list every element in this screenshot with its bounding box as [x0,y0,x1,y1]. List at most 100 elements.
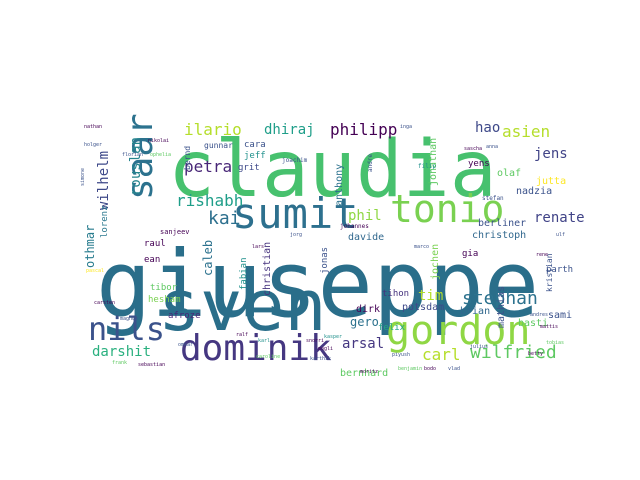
word-nils: nils [88,310,165,348]
word-cara: cara [244,140,266,150]
word-wilhelm: wilhelm [96,151,112,210]
word-giuseppe: giuseppe [96,231,539,338]
word-anna: anna [486,144,498,150]
word-ophelia: ophelia [150,152,171,158]
word-sumit: sumit [232,189,358,238]
word-inga: inga [400,124,412,130]
word-lars: lars [252,244,264,250]
word-andres: andres [530,312,548,318]
word-tihon: tihon [382,289,409,299]
word-sebastian: sebastian [138,362,165,368]
word-basti: basti [518,318,548,329]
word-dirk: dirk [356,304,380,315]
word-magnus: magnus [120,316,138,322]
word-olaf: olaf [497,168,521,179]
word-karthik: karthik [310,356,331,362]
word-ralf: ralf [236,332,248,338]
word-hao: hao [475,120,500,136]
word-bernd: bernd [183,146,192,170]
word-vlad: vlad [448,366,460,372]
word-anthony: anthony [334,164,345,206]
word-holger: holger [84,142,102,148]
word-stephan: stephan [462,288,538,309]
word-benjamin: benjamin [398,366,422,372]
word-marco: marco [414,244,429,250]
word-rene: rene [536,252,548,258]
word-gero: gero [350,315,379,329]
word-raul: raul [144,239,166,249]
word-potsdam: potsdam [402,302,444,313]
word-felix: felix [378,323,406,333]
word-fabian: fabian [239,257,249,290]
word-betty: betty [528,351,543,357]
word-arsal: arsal [342,336,384,352]
word-pascal: pascal [86,268,104,274]
word-omkar: omkar [178,342,193,348]
word-nikolai: nikolai [148,138,169,144]
word-brian: brian [460,306,490,317]
word-renate: renate [534,210,585,226]
word-tim: tim [418,288,443,304]
word-kasper: kasper [324,334,342,340]
word-phil: phil [348,208,382,224]
word-tobias: tobias [546,340,564,346]
word-philipp: philipp [330,120,397,139]
word-claudia: claudia [168,125,497,215]
word-asien: asien [502,122,550,141]
word-gia: gia [462,249,478,259]
word-carsten: carsten [94,300,115,306]
word-petra: petra [184,157,232,176]
cloud-background [80,120,560,360]
word-othmar: othmar [83,225,97,268]
word-jorg: jorg [290,232,302,238]
word-gordon: gordon [386,308,531,354]
word-rouslan: rouslan [128,137,144,196]
word-jeff: jeff [244,151,266,161]
word-snorri: snorri [306,338,324,344]
word-moritz: moritz [360,369,378,375]
word-tonio: tonio [390,187,504,231]
word-caroline: caroline [256,354,280,360]
word-ulf: ulf [556,232,565,238]
word-dhiraj: dhiraj [264,122,315,138]
word-julius: julius [470,344,488,350]
word-berliner: berliner [478,218,526,229]
word-nathan: nathan [84,124,102,130]
word-parth: parth [546,265,573,275]
word-joachim: joachim [282,157,308,164]
word-stefan: stefan [482,195,504,202]
word-christian: christian [262,242,273,296]
word-bodo: bodo [424,366,436,372]
word-nadzia: nadzia [516,186,552,197]
word-dominik: dominik [180,328,332,369]
word-yens: yens [468,159,490,169]
word-grit: grit [238,163,260,173]
word-wilfried: wilfried [470,342,557,363]
word-jutta: jutta [536,176,566,187]
word-rishabh: rishabh [176,191,243,210]
word-jens: jens [534,146,568,162]
word-jochen: jochen [430,244,441,280]
word-frank: frank [112,360,127,366]
word-afroze: afroze [168,311,201,321]
word-sascha: sascha [464,146,482,152]
word-andre: andre [367,154,374,172]
word-hesham: hesham [148,295,181,305]
word-mattis: mattis [540,324,558,330]
word-christoph: christoph [472,230,526,241]
word-carl: carl [422,345,461,364]
word-filip: filip [418,163,436,170]
word-mogli: mogli [318,346,333,352]
word-darshit: darshit [92,344,151,360]
word-jonas: jonas [320,247,330,274]
word-simone: simone [80,168,86,186]
word-florian: florian [122,152,143,158]
word-sanjeev: sanjeev [160,228,190,236]
word-johannes: johannes [340,223,369,230]
word-sven: sven [158,265,327,347]
word-caleb: caleb [201,240,215,276]
word-tibor: tibor [150,283,178,293]
word-gunnar: gunnar [204,141,233,150]
